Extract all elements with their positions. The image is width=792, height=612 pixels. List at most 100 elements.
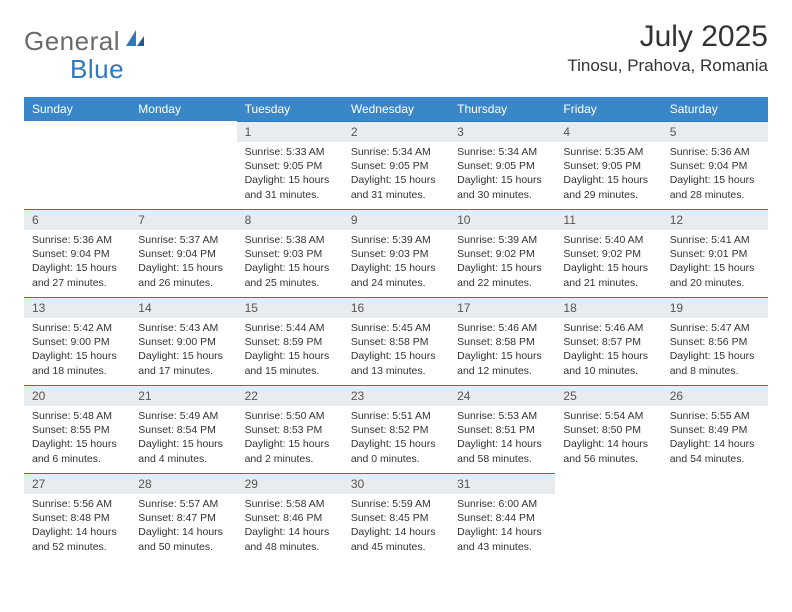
- calendar-day-cell: 22Sunrise: 5:50 AMSunset: 8:53 PMDayligh…: [237, 385, 343, 473]
- calendar-day-cell: 25Sunrise: 5:54 AMSunset: 8:50 PMDayligh…: [555, 385, 661, 473]
- day-details: Sunrise: 6:00 AMSunset: 8:44 PMDaylight:…: [449, 494, 555, 560]
- day-details: Sunrise: 5:43 AMSunset: 9:00 PMDaylight:…: [130, 318, 236, 384]
- weekday-header: Wednesday: [343, 97, 449, 121]
- day-details: Sunrise: 5:50 AMSunset: 8:53 PMDaylight:…: [237, 406, 343, 472]
- day-number: 18: [555, 297, 661, 318]
- weekday-header: Thursday: [449, 97, 555, 121]
- calendar-day-cell: 14Sunrise: 5:43 AMSunset: 9:00 PMDayligh…: [130, 297, 236, 385]
- logo-text-general: General: [24, 26, 120, 57]
- day-number: 13: [24, 297, 130, 318]
- day-details: Sunrise: 5:46 AMSunset: 8:57 PMDaylight:…: [555, 318, 661, 384]
- calendar-day-cell: 11Sunrise: 5:40 AMSunset: 9:02 PMDayligh…: [555, 209, 661, 297]
- day-number: 21: [130, 385, 236, 406]
- day-number: 9: [343, 209, 449, 230]
- day-details: Sunrise: 5:57 AMSunset: 8:47 PMDaylight:…: [130, 494, 236, 560]
- day-details: Sunrise: 5:39 AMSunset: 9:03 PMDaylight:…: [343, 230, 449, 296]
- day-details: Sunrise: 5:51 AMSunset: 8:52 PMDaylight:…: [343, 406, 449, 472]
- calendar-day-cell: 16Sunrise: 5:45 AMSunset: 8:58 PMDayligh…: [343, 297, 449, 385]
- calendar-week-row: 6Sunrise: 5:36 AMSunset: 9:04 PMDaylight…: [24, 209, 768, 297]
- weekday-header: Sunday: [24, 97, 130, 121]
- calendar-day-cell: 27Sunrise: 5:56 AMSunset: 8:48 PMDayligh…: [24, 473, 130, 561]
- logo: General: [24, 26, 150, 57]
- day-number: 2: [343, 121, 449, 142]
- calendar-empty-cell: [130, 121, 236, 209]
- day-details: Sunrise: 5:36 AMSunset: 9:04 PMDaylight:…: [662, 142, 768, 208]
- calendar-week-row: 1Sunrise: 5:33 AMSunset: 9:05 PMDaylight…: [24, 121, 768, 209]
- day-number: 28: [130, 473, 236, 494]
- day-details: Sunrise: 5:48 AMSunset: 8:55 PMDaylight:…: [24, 406, 130, 472]
- calendar-day-cell: 20Sunrise: 5:48 AMSunset: 8:55 PMDayligh…: [24, 385, 130, 473]
- day-details: Sunrise: 5:35 AMSunset: 9:05 PMDaylight:…: [555, 142, 661, 208]
- day-number: 14: [130, 297, 236, 318]
- day-number: 17: [449, 297, 555, 318]
- day-number: 4: [555, 121, 661, 142]
- logo-text-blue: Blue: [70, 54, 124, 84]
- day-number: 11: [555, 209, 661, 230]
- day-number: 1: [237, 121, 343, 142]
- calendar-empty-cell: [662, 473, 768, 561]
- calendar-day-cell: 21Sunrise: 5:49 AMSunset: 8:54 PMDayligh…: [130, 385, 236, 473]
- day-details: Sunrise: 5:39 AMSunset: 9:02 PMDaylight:…: [449, 230, 555, 296]
- calendar-week-row: 20Sunrise: 5:48 AMSunset: 8:55 PMDayligh…: [24, 385, 768, 473]
- day-number: 15: [237, 297, 343, 318]
- weekday-header: Friday: [555, 97, 661, 121]
- calendar-day-cell: 18Sunrise: 5:46 AMSunset: 8:57 PMDayligh…: [555, 297, 661, 385]
- calendar-day-cell: 17Sunrise: 5:46 AMSunset: 8:58 PMDayligh…: [449, 297, 555, 385]
- day-details: Sunrise: 5:38 AMSunset: 9:03 PMDaylight:…: [237, 230, 343, 296]
- day-details: Sunrise: 5:41 AMSunset: 9:01 PMDaylight:…: [662, 230, 768, 296]
- day-number: 26: [662, 385, 768, 406]
- day-details: Sunrise: 5:54 AMSunset: 8:50 PMDaylight:…: [555, 406, 661, 472]
- day-number: 22: [237, 385, 343, 406]
- calendar-day-cell: 12Sunrise: 5:41 AMSunset: 9:01 PMDayligh…: [662, 209, 768, 297]
- calendar-day-cell: 23Sunrise: 5:51 AMSunset: 8:52 PMDayligh…: [343, 385, 449, 473]
- calendar-day-cell: 31Sunrise: 6:00 AMSunset: 8:44 PMDayligh…: [449, 473, 555, 561]
- day-details: Sunrise: 5:36 AMSunset: 9:04 PMDaylight:…: [24, 230, 130, 296]
- day-number: 12: [662, 209, 768, 230]
- day-details: Sunrise: 5:55 AMSunset: 8:49 PMDaylight:…: [662, 406, 768, 472]
- day-number: 30: [343, 473, 449, 494]
- day-number: 27: [24, 473, 130, 494]
- day-details: Sunrise: 5:34 AMSunset: 9:05 PMDaylight:…: [343, 142, 449, 208]
- day-number: 23: [343, 385, 449, 406]
- calendar-day-cell: 7Sunrise: 5:37 AMSunset: 9:04 PMDaylight…: [130, 209, 236, 297]
- calendar-day-cell: 6Sunrise: 5:36 AMSunset: 9:04 PMDaylight…: [24, 209, 130, 297]
- day-number: 10: [449, 209, 555, 230]
- calendar-header-row: SundayMondayTuesdayWednesdayThursdayFrid…: [24, 97, 768, 121]
- day-number: 5: [662, 121, 768, 142]
- calendar-day-cell: 30Sunrise: 5:59 AMSunset: 8:45 PMDayligh…: [343, 473, 449, 561]
- calendar-day-cell: 1Sunrise: 5:33 AMSunset: 9:05 PMDaylight…: [237, 121, 343, 209]
- calendar-day-cell: 4Sunrise: 5:35 AMSunset: 9:05 PMDaylight…: [555, 121, 661, 209]
- calendar-day-cell: 2Sunrise: 5:34 AMSunset: 9:05 PMDaylight…: [343, 121, 449, 209]
- calendar-table: SundayMondayTuesdayWednesdayThursdayFrid…: [24, 97, 768, 561]
- day-number: 16: [343, 297, 449, 318]
- calendar-day-cell: 3Sunrise: 5:34 AMSunset: 9:05 PMDaylight…: [449, 121, 555, 209]
- calendar-day-cell: 13Sunrise: 5:42 AMSunset: 9:00 PMDayligh…: [24, 297, 130, 385]
- day-number: 6: [24, 209, 130, 230]
- day-number: 8: [237, 209, 343, 230]
- month-title: July 2025: [567, 20, 768, 54]
- calendar-empty-cell: [24, 121, 130, 209]
- weekday-header: Tuesday: [237, 97, 343, 121]
- day-number: 24: [449, 385, 555, 406]
- calendar-day-cell: 5Sunrise: 5:36 AMSunset: 9:04 PMDaylight…: [662, 121, 768, 209]
- day-details: Sunrise: 5:47 AMSunset: 8:56 PMDaylight:…: [662, 318, 768, 384]
- logo-sail-icon: [124, 28, 146, 55]
- day-details: Sunrise: 5:53 AMSunset: 8:51 PMDaylight:…: [449, 406, 555, 472]
- calendar-day-cell: 15Sunrise: 5:44 AMSunset: 8:59 PMDayligh…: [237, 297, 343, 385]
- day-details: Sunrise: 5:45 AMSunset: 8:58 PMDaylight:…: [343, 318, 449, 384]
- day-number: 25: [555, 385, 661, 406]
- calendar-day-cell: 8Sunrise: 5:38 AMSunset: 9:03 PMDaylight…: [237, 209, 343, 297]
- calendar-day-cell: 29Sunrise: 5:58 AMSunset: 8:46 PMDayligh…: [237, 473, 343, 561]
- calendar-day-cell: 24Sunrise: 5:53 AMSunset: 8:51 PMDayligh…: [449, 385, 555, 473]
- calendar-day-cell: 19Sunrise: 5:47 AMSunset: 8:56 PMDayligh…: [662, 297, 768, 385]
- calendar-week-row: 27Sunrise: 5:56 AMSunset: 8:48 PMDayligh…: [24, 473, 768, 561]
- calendar-empty-cell: [555, 473, 661, 561]
- calendar-body: 1Sunrise: 5:33 AMSunset: 9:05 PMDaylight…: [24, 121, 768, 561]
- calendar-day-cell: 28Sunrise: 5:57 AMSunset: 8:47 PMDayligh…: [130, 473, 236, 561]
- day-number: 7: [130, 209, 236, 230]
- day-details: Sunrise: 5:59 AMSunset: 8:45 PMDaylight:…: [343, 494, 449, 560]
- day-details: Sunrise: 5:42 AMSunset: 9:00 PMDaylight:…: [24, 318, 130, 384]
- day-number: 3: [449, 121, 555, 142]
- day-details: Sunrise: 5:40 AMSunset: 9:02 PMDaylight:…: [555, 230, 661, 296]
- calendar-week-row: 13Sunrise: 5:42 AMSunset: 9:00 PMDayligh…: [24, 297, 768, 385]
